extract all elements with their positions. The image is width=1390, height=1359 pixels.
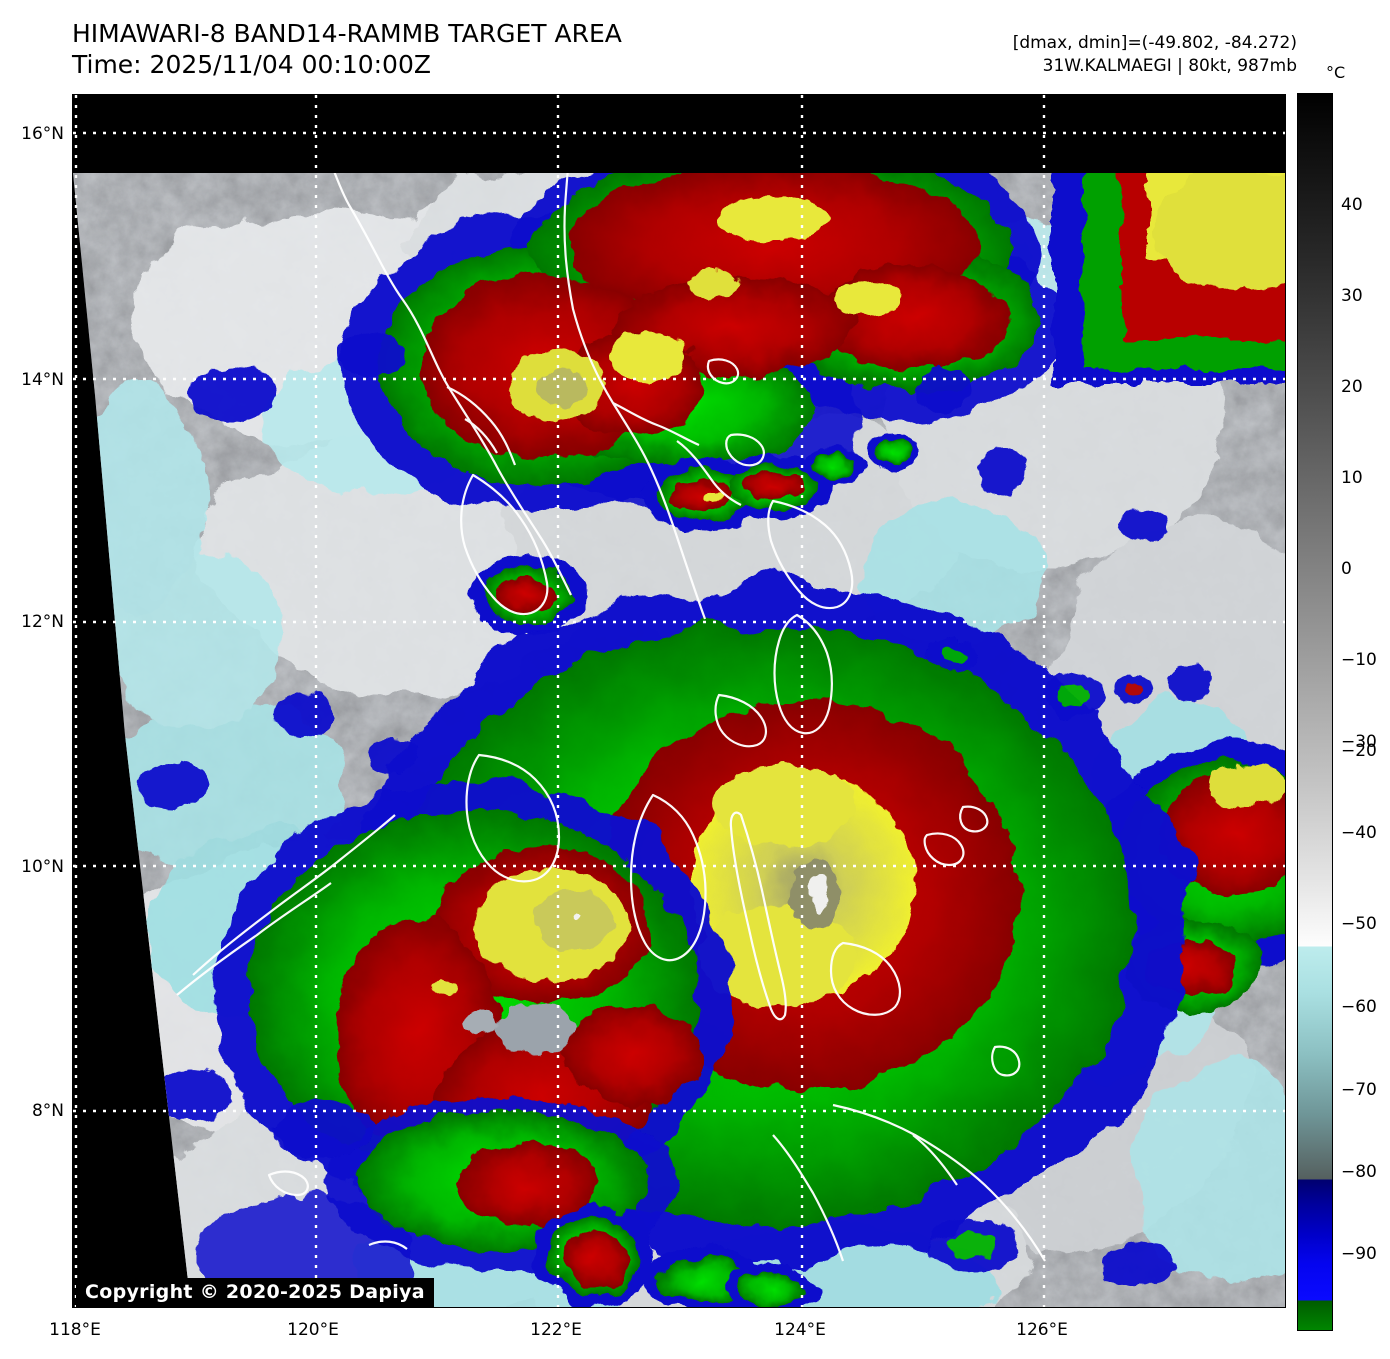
graticule-grid [73,95,1285,1307]
cbar-tick-40: 40 [1341,195,1363,215]
copyright-label: Copyright © 2020-2025 Dapiya [76,1278,434,1307]
cbar-tick-m60: −60 [1341,997,1377,1017]
lon-label-124e: 124°E [774,1320,826,1340]
lat-label-10n: 10°N [21,857,64,877]
colorbar-strip[interactable] [1297,93,1333,1331]
lat-label-16n: 16°N [21,124,64,144]
cbar-tick-20: 20 [1341,377,1363,397]
cbar-tick-10: 10 [1341,468,1363,488]
page-title: HIMAWARI-8 BAND14-RAMMB TARGET AREA [72,19,622,48]
cbar-tick-m50: −50 [1341,914,1377,934]
cbar-tick-30: 30 [1341,286,1363,306]
satellite-image-plot[interactable] [72,94,1286,1308]
cbar-tick-m40: −40 [1341,823,1377,843]
cbar-tick-m20: −20 [1341,741,1377,761]
colorbar-unit-label: °C [1326,63,1346,82]
cbar-tick-m30: −30 [1341,732,1377,752]
lon-label-120e: 120°E [287,1320,339,1340]
lon-label-118e: 118°E [49,1320,101,1340]
lon-label-126e: 126°E [1016,1320,1068,1340]
metadata-block: [dmax, dmin]=(-49.802, -84.272) 31W.KALM… [1013,32,1297,78]
title-block: HIMAWARI-8 BAND14-RAMMB TARGET AREA Time… [72,18,622,80]
lat-label-12n: 12°N [21,612,64,632]
cbar-tick-m90: −90 [1341,1244,1377,1264]
cbar-tick-m80: −80 [1341,1162,1377,1182]
timestamp-label: Time: 2025/11/04 00:10:00Z [72,50,431,79]
cbar-tick-0: 0 [1341,559,1352,579]
lat-label-14n: 14°N [21,370,64,390]
storm-info-label: 31W.KALMAEGI | 80kt, 987mb [1042,56,1297,76]
cbar-tick-m10: −10 [1341,650,1377,670]
dminmax-label: [dmax, dmin]=(-49.802, -84.272) [1012,33,1297,53]
lat-label-8n: 8°N [31,1101,64,1121]
cbar-tick-m70: −70 [1341,1080,1377,1100]
infrared-satellite-raster [73,95,1285,1307]
lon-label-122e: 122°E [530,1320,582,1340]
